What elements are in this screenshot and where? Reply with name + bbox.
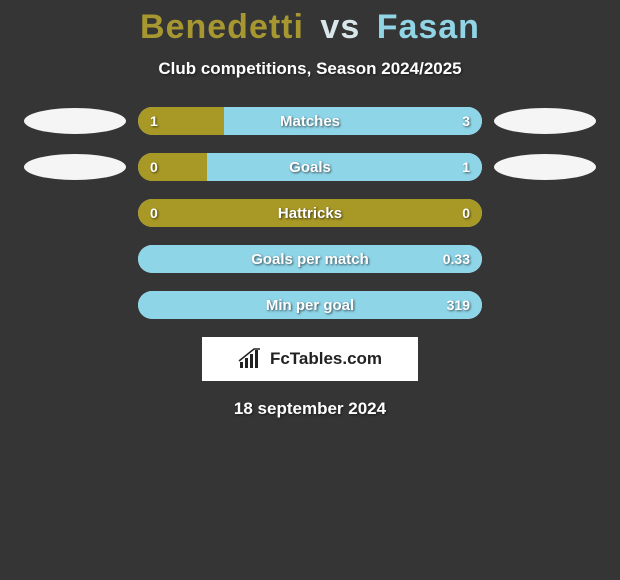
- player1-name: Benedetti: [140, 8, 304, 46]
- stat-value-left: [138, 245, 162, 273]
- stat-bar: 00Hattricks: [138, 199, 482, 227]
- team-logo-left: [20, 108, 130, 134]
- stat-rows: 13Matches01Goals00Hattricks0.33Goals per…: [0, 107, 620, 319]
- vs-separator: vs: [320, 8, 360, 46]
- stat-value-left: 0: [138, 153, 170, 181]
- stat-value-left: 0: [138, 199, 170, 227]
- ellipse-icon: [24, 108, 126, 134]
- stat-row: 319Min per goal: [0, 291, 620, 319]
- stat-value-right: 3: [450, 107, 482, 135]
- stat-bar: 0.33Goals per match: [138, 245, 482, 273]
- ellipse-icon: [24, 154, 126, 180]
- subtitle: Club competitions, Season 2024/2025: [0, 59, 620, 79]
- team-logo-left: [20, 154, 130, 180]
- player2-name: Fasan: [377, 8, 480, 46]
- brand-box: FcTables.com: [202, 337, 418, 381]
- bar-segment-right: [207, 153, 482, 181]
- ellipse-icon: [494, 108, 596, 134]
- brand-chart-icon: [238, 348, 264, 370]
- date-label: 18 september 2024: [0, 399, 620, 419]
- stat-value-left: [138, 291, 162, 319]
- stat-value-right: 0.33: [431, 245, 482, 273]
- stat-row: 00Hattricks: [0, 199, 620, 227]
- stat-value-left: 1: [138, 107, 170, 135]
- ellipse-icon: [494, 154, 596, 180]
- bar-segment-right: [138, 291, 482, 319]
- team-logo-right: [490, 108, 600, 134]
- stat-row: 13Matches: [0, 107, 620, 135]
- team-logo-right: [490, 154, 600, 180]
- stat-bar: 319Min per goal: [138, 291, 482, 319]
- stat-value-right: 319: [435, 291, 482, 319]
- stat-row: 0.33Goals per match: [0, 245, 620, 273]
- bar-segment-right: [224, 107, 482, 135]
- stat-bar: 13Matches: [138, 107, 482, 135]
- bar-segment-left: [138, 199, 482, 227]
- stat-value-right: 0: [450, 199, 482, 227]
- comparison-card: Benedetti vs Fasan Club competitions, Se…: [0, 0, 620, 419]
- brand-text: FcTables.com: [270, 349, 382, 369]
- stat-row: 01Goals: [0, 153, 620, 181]
- stat-value-right: 1: [450, 153, 482, 181]
- title: Benedetti vs Fasan: [0, 8, 620, 47]
- stat-bar: 01Goals: [138, 153, 482, 181]
